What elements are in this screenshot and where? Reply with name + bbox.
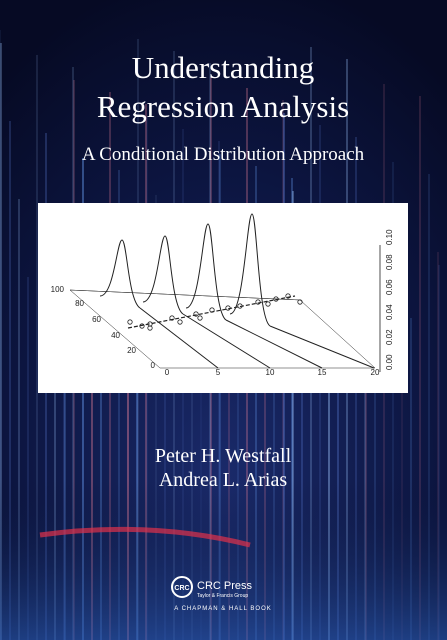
subtitle: A Conditional Distribution Approach (82, 144, 365, 165)
depth-tick: 100 (51, 285, 65, 294)
publisher-name: CRC Press (197, 580, 253, 592)
data-point (193, 311, 199, 317)
data-point (139, 323, 145, 329)
data-point (255, 299, 261, 305)
data-point (273, 296, 279, 302)
depth-tick: 60 (92, 315, 101, 324)
author: Peter H. Westfall (155, 445, 292, 467)
data-point (209, 307, 215, 313)
logo-mark: CRC (174, 585, 189, 592)
x-tick: 15 (318, 368, 327, 377)
density-tick: 0.00 (385, 354, 394, 370)
data-point (197, 315, 203, 321)
figure: 100 80 60 40 20 0 0 5 10 15 20 0.00 0.02… (38, 203, 408, 393)
data-point (127, 319, 133, 325)
data-point (297, 299, 303, 305)
glow (0, 480, 447, 640)
data-point (177, 319, 183, 325)
publisher-logo: CRC CRC Press Taylor & Francis Group A C… (171, 576, 271, 612)
data-point (147, 325, 153, 331)
author: Andrea L. Arias (159, 469, 288, 491)
red-streak (39, 526, 251, 548)
depth-tick: 20 (127, 346, 136, 355)
logo-circle (171, 576, 193, 598)
density-tick: 0.06 (385, 279, 394, 295)
depth-tick: 0 (151, 361, 156, 370)
data-point (265, 301, 271, 307)
title-line: Understanding (132, 50, 315, 85)
curve-base (139, 307, 219, 369)
density-curve (99, 239, 141, 309)
depth-tick: 40 (111, 331, 120, 340)
curve-base (225, 319, 323, 369)
density-tick: 0.08 (385, 254, 394, 270)
density-tick: 0.02 (385, 329, 394, 345)
title-line: Regression Analysis (97, 89, 349, 124)
density-curve (229, 213, 271, 327)
data-point (169, 315, 175, 321)
density-curve (142, 235, 184, 315)
curve-base (269, 325, 375, 369)
data-point (225, 305, 231, 311)
x-tick: 5 (216, 368, 221, 377)
data-point (285, 293, 291, 299)
x-tick: 10 (266, 368, 275, 377)
density-curve (185, 223, 227, 321)
data-point (237, 303, 243, 309)
figure-panel (38, 203, 408, 393)
x-tick: 20 (371, 368, 380, 377)
imprint: A CHAPMAN & HALL BOOK (174, 606, 271, 612)
publisher-group: Taylor & Francis Group (197, 593, 248, 599)
density-tick: 0.04 (385, 304, 394, 320)
density-tick: 0.10 (385, 229, 394, 245)
x-tick: 0 (165, 368, 170, 377)
curve-base (182, 313, 271, 369)
depth-tick: 80 (75, 299, 84, 308)
